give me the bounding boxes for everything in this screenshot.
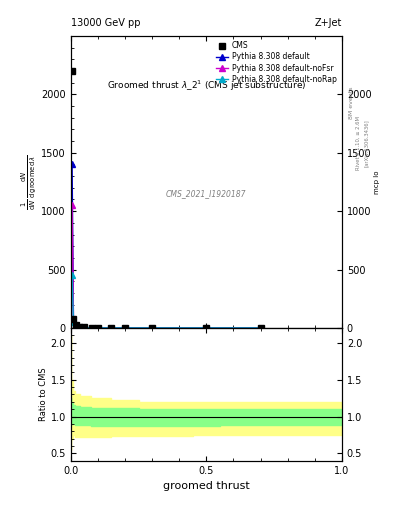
Pythia 8.308 default-noFsr bbox=[109, 325, 114, 331]
Pythia 8.308 default bbox=[150, 325, 154, 331]
CMS bbox=[82, 324, 86, 330]
Text: [arXiv:1306.3436]: [arXiv:1306.3436] bbox=[364, 119, 369, 167]
X-axis label: groomed thrust: groomed thrust bbox=[163, 481, 250, 491]
Pythia 8.308 default-noFsr bbox=[90, 325, 95, 331]
Line: CMS: CMS bbox=[69, 68, 263, 331]
CMS bbox=[150, 325, 154, 331]
Pythia 8.308 default bbox=[70, 161, 74, 167]
Pythia 8.308 default-noFsr bbox=[258, 325, 263, 331]
Pythia 8.308 default bbox=[71, 317, 76, 323]
Legend: CMS, Pythia 8.308 default, Pythia 8.308 default-noFsr, Pythia 8.308 default-noRa: CMS, Pythia 8.308 default, Pythia 8.308 … bbox=[215, 39, 338, 86]
CMS bbox=[70, 68, 74, 74]
Pythia 8.308 default-noRap bbox=[82, 325, 86, 331]
Pythia 8.308 default-noRap bbox=[77, 324, 81, 330]
Pythia 8.308 default-noRap bbox=[150, 325, 154, 331]
Pythia 8.308 default-noRap bbox=[123, 325, 127, 331]
Pythia 8.308 default-noFsr bbox=[123, 325, 127, 331]
Y-axis label: Ratio to CMS: Ratio to CMS bbox=[39, 368, 48, 421]
Pythia 8.308 default-noRap bbox=[74, 323, 79, 329]
Pythia 8.308 default-noRap bbox=[71, 318, 76, 325]
CMS bbox=[204, 325, 209, 331]
Pythia 8.308 default-noFsr bbox=[74, 323, 79, 329]
Text: 8M events: 8M events bbox=[349, 86, 354, 119]
Y-axis label: $\frac{1}{\mathrm{d}N}\,\frac{\mathrm{d}N}{\mathrm{d}\,\mathrm{groomed}\,\lambda: $\frac{1}{\mathrm{d}N}\,\frac{\mathrm{d}… bbox=[20, 154, 39, 210]
Pythia 8.308 default bbox=[123, 325, 127, 331]
Pythia 8.308 default bbox=[109, 325, 114, 331]
CMS bbox=[109, 325, 114, 331]
Pythia 8.308 default-noFsr bbox=[204, 325, 209, 331]
CMS bbox=[95, 325, 100, 331]
Pythia 8.308 default-noFsr bbox=[95, 325, 100, 331]
Pythia 8.308 default-noFsr bbox=[77, 324, 81, 330]
Pythia 8.308 default bbox=[204, 325, 209, 331]
Pythia 8.308 default bbox=[77, 324, 81, 330]
Pythia 8.308 default-noRap bbox=[70, 272, 74, 279]
CMS bbox=[123, 325, 127, 331]
Pythia 8.308 default bbox=[82, 325, 86, 331]
Text: Rivet 3.1.10, ≥ 2.6M: Rivet 3.1.10, ≥ 2.6M bbox=[356, 116, 361, 170]
Line: Pythia 8.308 default: Pythia 8.308 default bbox=[69, 162, 263, 331]
CMS bbox=[74, 322, 79, 328]
Line: Pythia 8.308 default-noRap: Pythia 8.308 default-noRap bbox=[69, 272, 263, 331]
Pythia 8.308 default-noFsr bbox=[150, 325, 154, 331]
Pythia 8.308 default-noRap bbox=[95, 325, 100, 331]
Pythia 8.308 default-noRap bbox=[258, 325, 263, 331]
Pythia 8.308 default-noRap bbox=[109, 325, 114, 331]
CMS bbox=[77, 324, 81, 330]
Pythia 8.308 default bbox=[95, 325, 100, 331]
Text: 13000 GeV pp: 13000 GeV pp bbox=[71, 18, 140, 28]
Pythia 8.308 default-noRap bbox=[90, 325, 95, 331]
Text: Groomed thrust $\lambda\_2^1$ (CMS jet substructure): Groomed thrust $\lambda\_2^1$ (CMS jet s… bbox=[107, 78, 306, 93]
Line: Pythia 8.308 default-noFsr: Pythia 8.308 default-noFsr bbox=[69, 203, 263, 331]
Pythia 8.308 default bbox=[74, 323, 79, 329]
Pythia 8.308 default-noFsr bbox=[71, 317, 76, 324]
CMS bbox=[90, 325, 95, 331]
Text: CMS_2021_I1920187: CMS_2021_I1920187 bbox=[166, 189, 246, 198]
CMS bbox=[71, 315, 76, 322]
Pythia 8.308 default-noRap bbox=[204, 325, 209, 331]
Y-axis label: mcp lo: mcp lo bbox=[374, 170, 380, 194]
Pythia 8.308 default-noFsr bbox=[70, 202, 74, 208]
Pythia 8.308 default bbox=[90, 325, 95, 331]
CMS bbox=[258, 325, 263, 331]
Text: Z+Jet: Z+Jet bbox=[314, 18, 342, 28]
Pythia 8.308 default-noFsr bbox=[82, 325, 86, 331]
Pythia 8.308 default bbox=[258, 325, 263, 331]
